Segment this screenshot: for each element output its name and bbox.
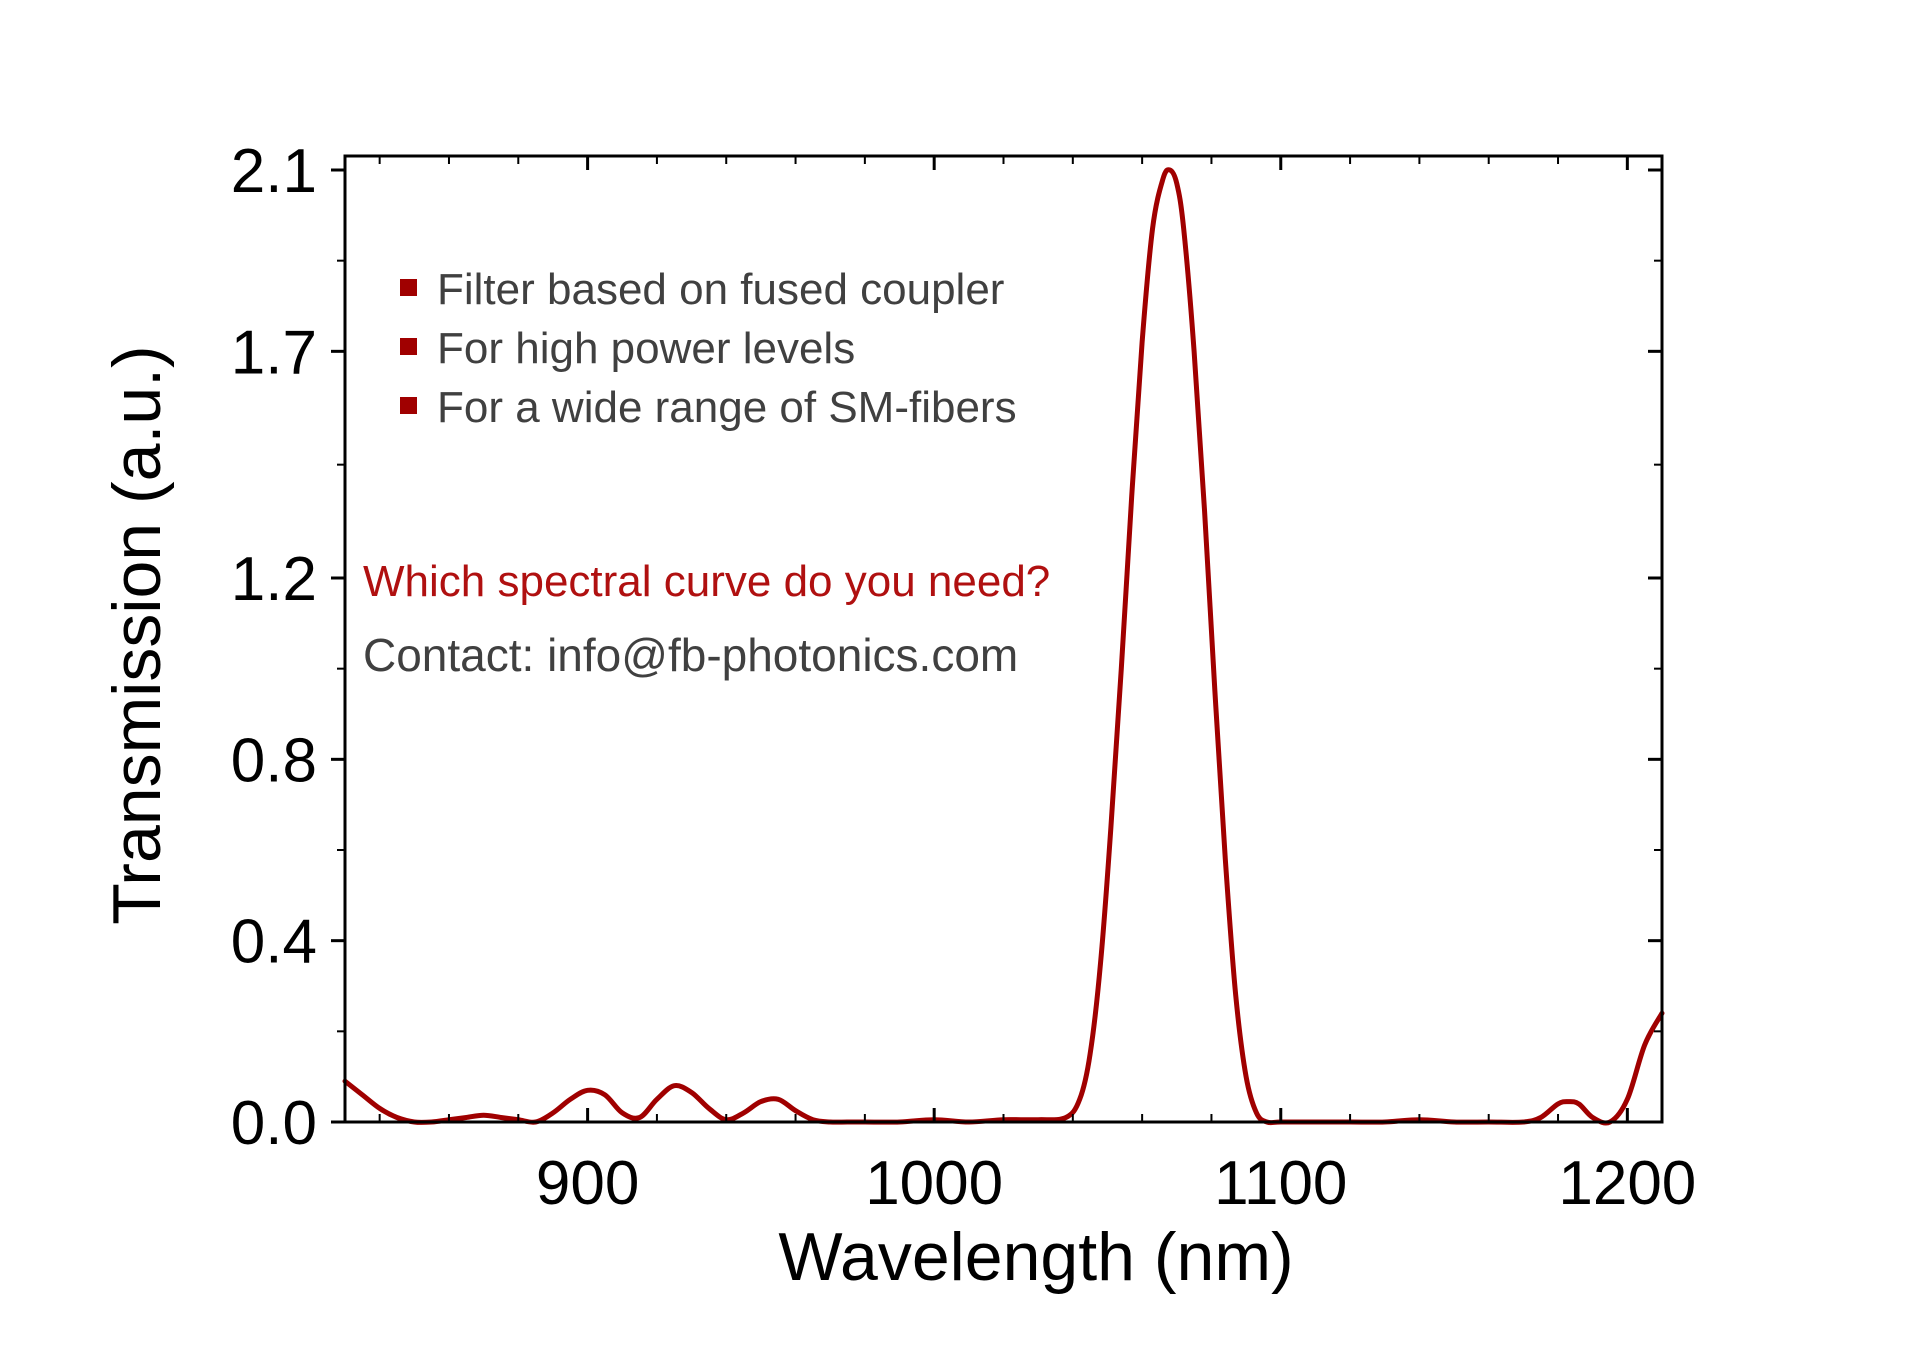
legend-bullet-2 — [400, 338, 417, 355]
y-tick-label: 0.4 — [231, 908, 317, 977]
legend-text-2: For high power levels — [437, 324, 855, 373]
legend-bullet-1 — [400, 279, 417, 296]
y-axis-title: Transmission (a.u.) — [99, 345, 175, 924]
x-axis-title: Wavelength (nm) — [778, 1219, 1293, 1295]
x-tick-label: 1000 — [865, 1149, 1003, 1218]
x-tick-label: 1100 — [1214, 1149, 1347, 1218]
y-tick-label: 1.7 — [231, 318, 317, 387]
spectral-curve-question: Which spectral curve do you need? — [363, 557, 1050, 606]
legend-text-3: For a wide range of SM-fibers — [437, 383, 1017, 432]
y-tick-label: 2.1 — [231, 137, 317, 206]
annotation-layer: Filter based on fused coupler For high p… — [363, 265, 1050, 681]
legend-text-1: Filter based on fused coupler — [437, 265, 1004, 314]
tick-layer: 0.0 0.4 0.8 1.2 1.7 2.1 900 1000 1100 1200 — [231, 137, 1697, 1218]
y-tick-label: 0.0 — [231, 1089, 317, 1158]
contact-info: Contact: info@fb-photonics.com — [363, 629, 1018, 681]
y-tick-label: 0.8 — [231, 726, 317, 795]
x-tick-label: 1200 — [1558, 1149, 1696, 1218]
y-tick-label: 1.2 — [231, 545, 317, 614]
x-tick-label: 900 — [536, 1149, 639, 1218]
legend-bullet-3 — [400, 397, 417, 414]
